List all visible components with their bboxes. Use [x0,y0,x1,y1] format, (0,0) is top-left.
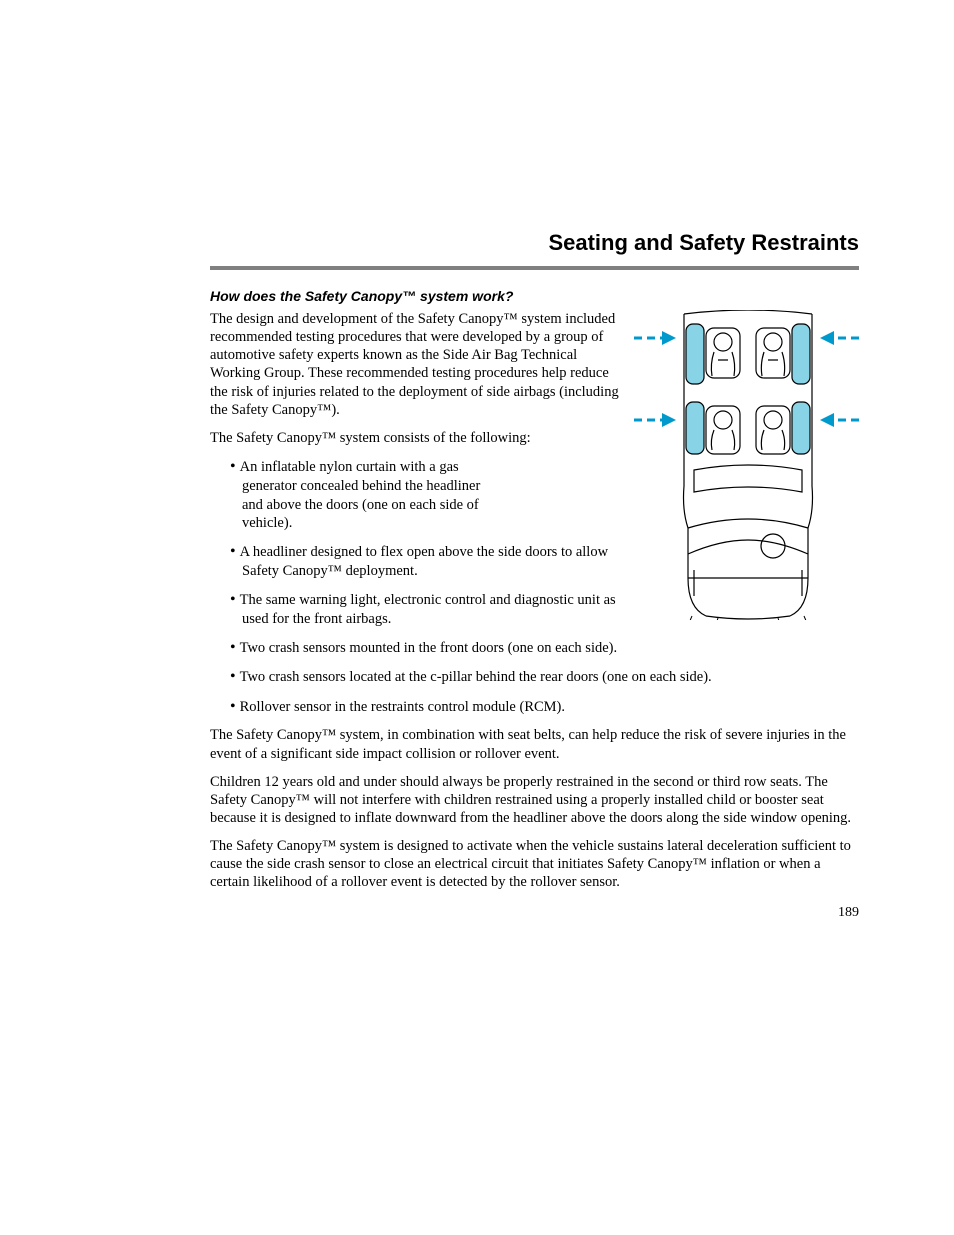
bullet-6: Rollover sensor in the restraints contro… [220,697,859,717]
paragraph-4: Children 12 years old and under should a… [210,773,859,827]
safety-canopy-diagram [634,310,859,620]
bullet-1: An inflatable nylon curtain with a gas g… [220,457,500,533]
paragraph-5: The Safety Canopy™ system is designed to… [210,837,859,891]
chapter-title-row: Seating and Safety Restraints [210,230,859,256]
title-underline [210,266,859,270]
chapter-title: Seating and Safety Restraints [210,230,859,256]
page-number: 189 [210,905,859,921]
content-wrap: The design and development of the Safety… [210,310,859,921]
paragraph-3: The Safety Canopy™ system, in combinatio… [210,726,859,762]
bullet-4: Two crash sensors mounted in the front d… [220,638,859,658]
section-heading: How does the Safety Canopy™ system work? [210,288,859,304]
bullet-5: Two crash sensors located at the c-pilla… [220,667,859,687]
page-container: Seating and Safety Restraints How does t… [210,230,859,921]
